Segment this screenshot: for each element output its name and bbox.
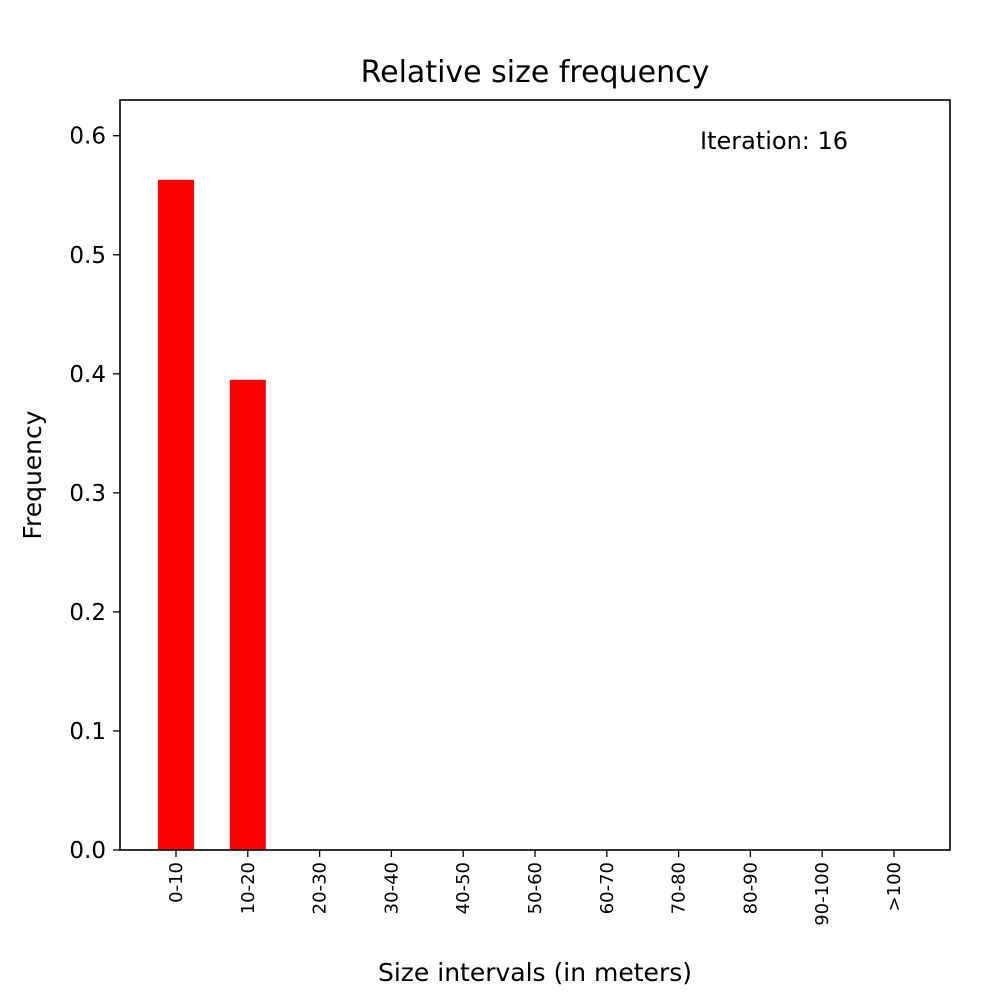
y-axis-label: Frequency	[18, 410, 47, 539]
y-tick-label: 0.1	[69, 719, 106, 745]
x-tick-label: 30-40	[381, 862, 402, 914]
plot-frame	[119, 99, 951, 851]
y-tick-label: 0.6	[69, 124, 106, 150]
x-tick-label: >100	[884, 862, 905, 911]
x-axis-ticks: 0-10 10-20 20-30 30-40 40-50 50-60 60-70 70-80 8…	[166, 850, 905, 926]
x-tick-label: 40-50	[453, 862, 474, 914]
y-tick-label: 0.2	[69, 600, 106, 626]
bar-0-10	[158, 179, 194, 851]
y-tick-label: 0.4	[69, 362, 106, 388]
y-tick-label: 0.3	[69, 481, 106, 507]
x-tick-label: 0-10	[166, 862, 187, 903]
y-tick-label: 0.0	[69, 838, 106, 864]
x-tick-label: 50-60	[525, 862, 546, 914]
bar-10-20	[229, 379, 266, 850]
x-tick-label: 80-90	[740, 862, 761, 914]
x-axis-label: Size intervals (in meters)	[378, 958, 692, 987]
iteration-annotation: Iteration: 16	[700, 127, 848, 155]
x-tick-label: 70-80	[669, 862, 690, 914]
y-axis-ticks: 0.0 0.1 0.2 0.3 0.4 0.5 0.6	[69, 124, 120, 864]
bars-group	[158, 179, 266, 851]
x-tick-label: 20-30	[310, 862, 331, 914]
chart-title: Relative size frequency	[361, 55, 710, 90]
x-tick-label: 60-70	[597, 862, 618, 914]
x-tick-label: 90-100	[812, 862, 833, 926]
y-tick-label: 0.5	[69, 243, 106, 269]
x-tick-label: 10-20	[238, 862, 259, 914]
